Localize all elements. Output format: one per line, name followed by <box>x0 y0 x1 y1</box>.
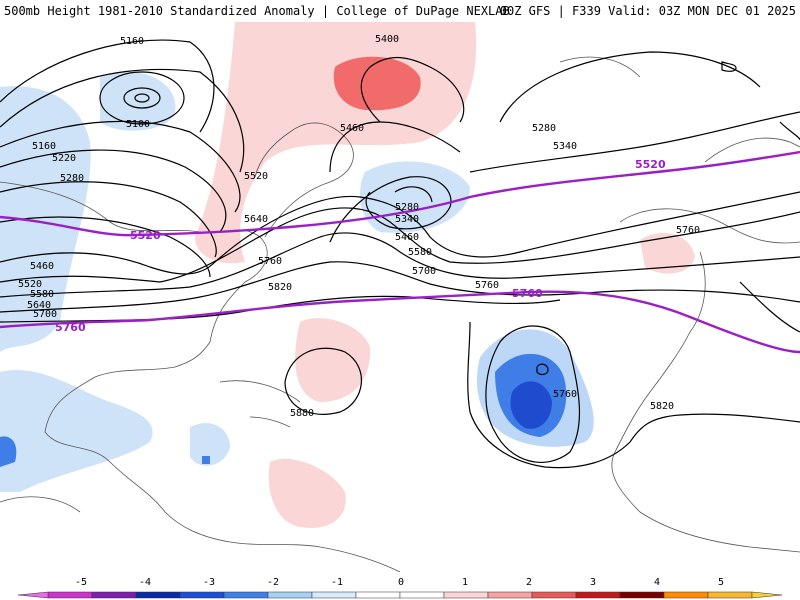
contour-label: 5280 <box>60 173 84 184</box>
colorbar-tick-label: 3 <box>590 577 596 588</box>
contour-label: 5340 <box>553 141 577 152</box>
contour-label: 5280 <box>395 202 419 213</box>
contour-label: 5460 <box>340 123 364 134</box>
highlight-label: 5520 <box>635 158 666 171</box>
contour-label: 5640 <box>27 300 51 311</box>
colorbar-swatch <box>663 591 709 599</box>
model-run-info: 00Z GFS | F339 Valid: 03Z MON DEC 01 202… <box>499 4 796 18</box>
highlight-label: 5760 <box>512 287 543 300</box>
colorbar-tick-label: 4 <box>654 577 660 588</box>
colorbar-swatch <box>135 591 181 599</box>
colorbar-swatch <box>355 591 401 599</box>
contour-label: 5220 <box>52 153 76 164</box>
colorbar-swatch <box>223 591 269 599</box>
contour-label: 5100 <box>126 119 150 130</box>
contour-label: 5760 <box>553 389 577 400</box>
colorbar-swatch <box>91 591 137 599</box>
weather-map: 5160 5100 5160 5220 5280 5400 5460 5520 … <box>0 22 800 572</box>
map-title: 500mb Height 1981-2010 Standardized Anom… <box>4 4 510 18</box>
colorbar-swatches <box>17 591 783 599</box>
contour-label: 5160 <box>120 36 144 47</box>
colorbar-swatch <box>179 591 225 599</box>
colorbar-tick-label: -3 <box>203 577 215 588</box>
contour-label: 5700 <box>412 266 436 277</box>
contour-label: 5760 <box>475 280 499 291</box>
colorbar-tick-label: -1 <box>331 577 343 588</box>
contour-label: 5760 <box>258 256 282 267</box>
contour-label: 5520 <box>18 279 42 290</box>
contour-label: 5520 <box>244 171 268 182</box>
colorbar-swatch <box>619 591 665 599</box>
positive-anomaly-shading <box>195 22 695 528</box>
colorbar-tick-label: -2 <box>267 577 279 588</box>
colorbar-swatch <box>443 591 489 599</box>
contour-labels: 5160 5100 5160 5220 5280 5400 5460 5520 … <box>18 34 700 419</box>
map-header: 500mb Height 1981-2010 Standardized Anom… <box>0 0 800 22</box>
colorbar-min-arrow <box>17 591 49 599</box>
contour-label: 5340 <box>395 214 419 225</box>
colorbar-swatch <box>487 591 533 599</box>
colorbar-swatch <box>267 591 313 599</box>
colorbar-tick-label: 5 <box>718 577 724 588</box>
contour-label: 5160 <box>32 141 56 152</box>
contour-label: 5820 <box>650 401 674 412</box>
highlight-label: 5760 <box>55 321 86 334</box>
colorbar-tick-label: -4 <box>139 577 151 588</box>
highlight-contours <box>0 150 800 354</box>
colorbar-ticks: -5 -4 -3 -2 -1 0 1 2 3 4 5 <box>75 577 724 588</box>
colorbar-swatch <box>707 591 753 599</box>
colorbar-swatch <box>575 591 621 599</box>
contour-label: 5880 <box>290 408 314 419</box>
contour-label: 5760 <box>676 225 700 236</box>
highlight-label: 5520 <box>130 229 161 242</box>
contour-label: 5280 <box>532 123 556 134</box>
colorbar-tick-label: 0 <box>398 577 404 588</box>
contour-label: 5820 <box>268 282 292 293</box>
colorbar-tick-label: 1 <box>462 577 468 588</box>
colorbar-tick-label: -5 <box>75 577 87 588</box>
colorbar-swatch <box>47 591 93 599</box>
highlight-labels: 5520 5520 5760 5760 <box>55 158 666 334</box>
contour-label: 5640 <box>244 214 268 225</box>
colorbar-tick-label: 2 <box>526 577 532 588</box>
colorbar-swatch <box>311 591 357 599</box>
anomaly-colorbar: -5 -4 -3 -2 -1 0 1 2 3 4 5 <box>17 577 783 599</box>
contour-label: 5460 <box>30 261 54 272</box>
colorbar-max-arrow <box>751 591 783 599</box>
contour-label: 5460 <box>395 232 419 243</box>
contour-label: 5400 <box>375 34 399 45</box>
contour-label: 5700 <box>33 309 57 320</box>
negative-anomaly-shading <box>0 71 594 492</box>
contour-label: 5580 <box>408 247 432 258</box>
contour-label: 5580 <box>30 289 54 300</box>
height-contours <box>0 39 800 469</box>
colorbar-swatch <box>399 591 445 599</box>
colorbar-swatch <box>531 591 577 599</box>
